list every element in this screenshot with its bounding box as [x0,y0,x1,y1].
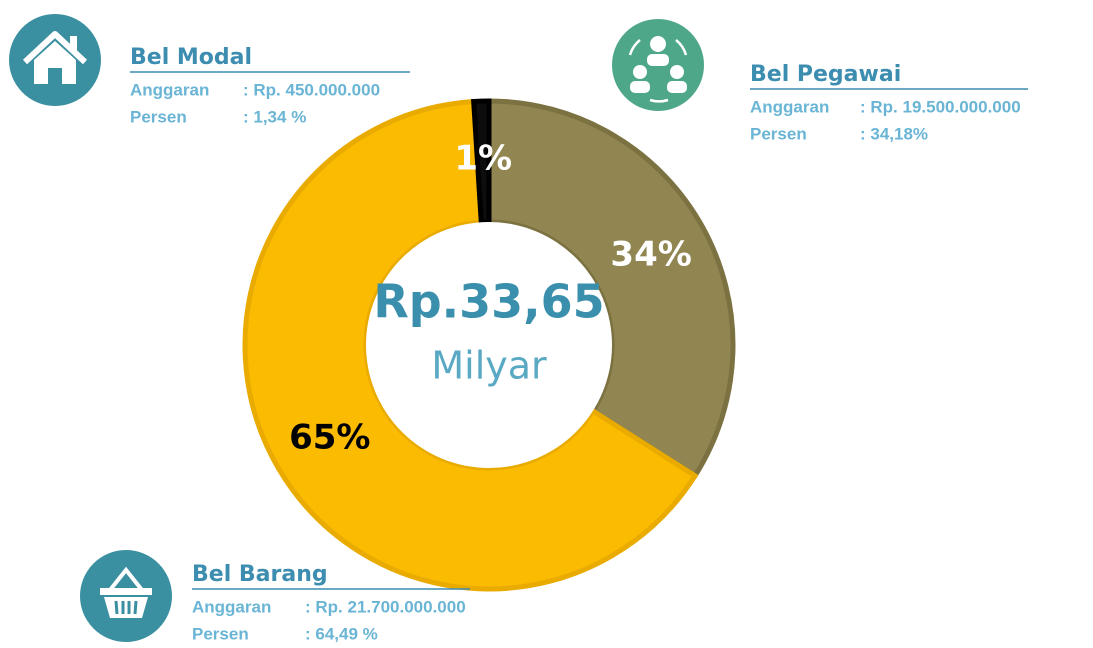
percent-label: Persen [750,124,807,143]
center-value: Rp.33,65 [373,275,604,329]
people-icon [612,19,704,111]
budget-label: Anggaran [130,80,209,99]
percent-label: Persen [130,107,187,126]
slice-label: 65% [289,418,370,458]
budget-value: : Rp. 450.000.000 [243,80,380,99]
callout-title: Bel Pegawai [750,62,901,87]
house-icon [9,14,101,106]
budget-label: Anggaran [192,597,271,616]
slice-label: 34% [610,234,691,274]
percent-value: : 64,49 % [305,624,378,643]
percent-value: : 34,18% [860,124,928,143]
budget-label: Anggaran [750,97,829,116]
donut-hole [366,222,612,468]
basket-icon [80,550,172,642]
callout-title: Bel Barang [192,562,328,587]
percent-label: Persen [192,624,249,643]
slice-label: 1% [454,139,512,179]
slice [242,98,699,592]
budget-value: : Rp. 19.500.000.000 [860,97,1021,116]
budget-value: : Rp. 21.700.000.000 [305,597,466,616]
percent-value: : 1,34 % [243,107,306,126]
callout-title: Bel Modal [130,45,252,70]
center-unit: Milyar [431,344,547,388]
